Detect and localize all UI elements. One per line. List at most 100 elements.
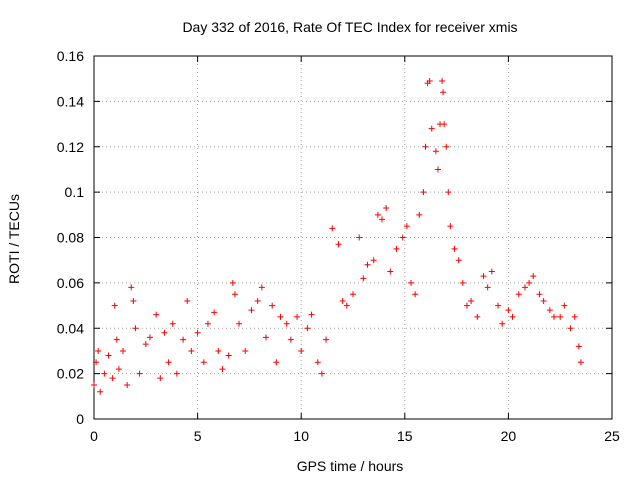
data-point (447, 223, 454, 230)
data-point (113, 336, 120, 343)
data-point (124, 381, 131, 388)
data-point (550, 313, 557, 320)
data-point (432, 148, 439, 155)
data-point (273, 359, 280, 366)
data-point (379, 216, 386, 223)
data-point (420, 189, 427, 196)
data-point (136, 370, 143, 377)
data-point (180, 336, 187, 343)
data-point (509, 313, 516, 320)
data-point (480, 273, 487, 280)
data-point (242, 347, 249, 354)
data-point (484, 284, 491, 291)
data-point (403, 223, 410, 230)
data-point (408, 279, 415, 286)
data-point (287, 336, 294, 343)
data-point (97, 388, 104, 395)
y-tick-label: 0.04 (57, 320, 84, 336)
x-axis-label: GPS time / hours (297, 458, 404, 474)
x-tick-label: 20 (501, 428, 517, 444)
data-point (495, 302, 502, 309)
data-point (399, 234, 406, 241)
x-tick-label: 5 (194, 428, 202, 444)
data-point (530, 273, 537, 280)
data-point (499, 320, 506, 327)
data-point (146, 334, 153, 341)
data-point (91, 381, 97, 388)
data-point (412, 291, 419, 298)
data-point (567, 325, 574, 332)
data-point (318, 370, 325, 377)
data-point (488, 268, 495, 275)
data-point (374, 211, 381, 218)
data-point (416, 211, 423, 218)
data-point (536, 291, 543, 298)
data-point (364, 261, 371, 268)
data-point (445, 189, 452, 196)
data-point (229, 279, 236, 286)
data-point (258, 284, 265, 291)
data-point (211, 309, 218, 316)
y-tick-label: 0.06 (57, 275, 84, 291)
data-point (219, 366, 226, 373)
data-point (95, 347, 102, 354)
y-tick-label: 0 (76, 411, 84, 427)
y-tick-label: 0.02 (57, 366, 84, 382)
data-point (468, 298, 475, 305)
data-point (93, 359, 100, 366)
data-point (248, 307, 255, 314)
data-point (575, 343, 582, 350)
data-point (387, 268, 394, 275)
data-point (165, 359, 172, 366)
data-point (422, 143, 429, 150)
tick-labels: 0 5 10 15 20 25 0 0.02 0.04 0.06 0.08 0.1 0.12 0.14 0.… (57, 48, 620, 444)
data-point (132, 325, 139, 332)
data-point (350, 291, 356, 298)
data-point (231, 291, 238, 298)
data-point (157, 375, 164, 382)
data-point (277, 313, 284, 320)
data-point (360, 275, 367, 282)
data-point (304, 325, 311, 332)
data-point (335, 241, 342, 248)
data-point (459, 279, 466, 286)
data-point (115, 366, 122, 373)
data-point (111, 302, 118, 309)
data-point (283, 320, 290, 327)
y-axis-label: ROTI / TECUs (6, 194, 22, 284)
y-tick-label: 0.08 (57, 230, 84, 246)
x-tick-label: 10 (293, 428, 309, 444)
data-point (441, 121, 448, 128)
data-point (339, 298, 346, 305)
data-point (505, 307, 512, 314)
data-point (521, 284, 528, 291)
data-point (443, 143, 450, 150)
chart-title: Day 332 of 2016, Rate Of TEC Index for r… (182, 19, 517, 35)
data-point (455, 257, 462, 264)
data-point (343, 302, 350, 309)
data-point (188, 347, 195, 354)
data-point (169, 320, 176, 327)
data-point (128, 284, 135, 291)
data-point (298, 347, 305, 354)
data-point (426, 77, 433, 84)
y-tick-label: 0.14 (57, 93, 84, 109)
data-point (383, 205, 390, 212)
x-tick-label: 0 (90, 428, 98, 444)
data-point (142, 341, 149, 348)
data-point (236, 320, 243, 327)
data-point (254, 298, 261, 305)
data-point (561, 302, 568, 309)
data-point (153, 311, 160, 318)
data-point (451, 245, 458, 252)
data-point (184, 298, 191, 305)
data-point (439, 77, 446, 84)
grid (94, 56, 612, 419)
data-point (526, 279, 533, 286)
data-point (440, 89, 447, 96)
data-point (515, 291, 522, 298)
x-tick-label: 25 (604, 428, 620, 444)
data-point (434, 166, 441, 173)
data-point (294, 313, 301, 320)
data-point (120, 347, 127, 354)
